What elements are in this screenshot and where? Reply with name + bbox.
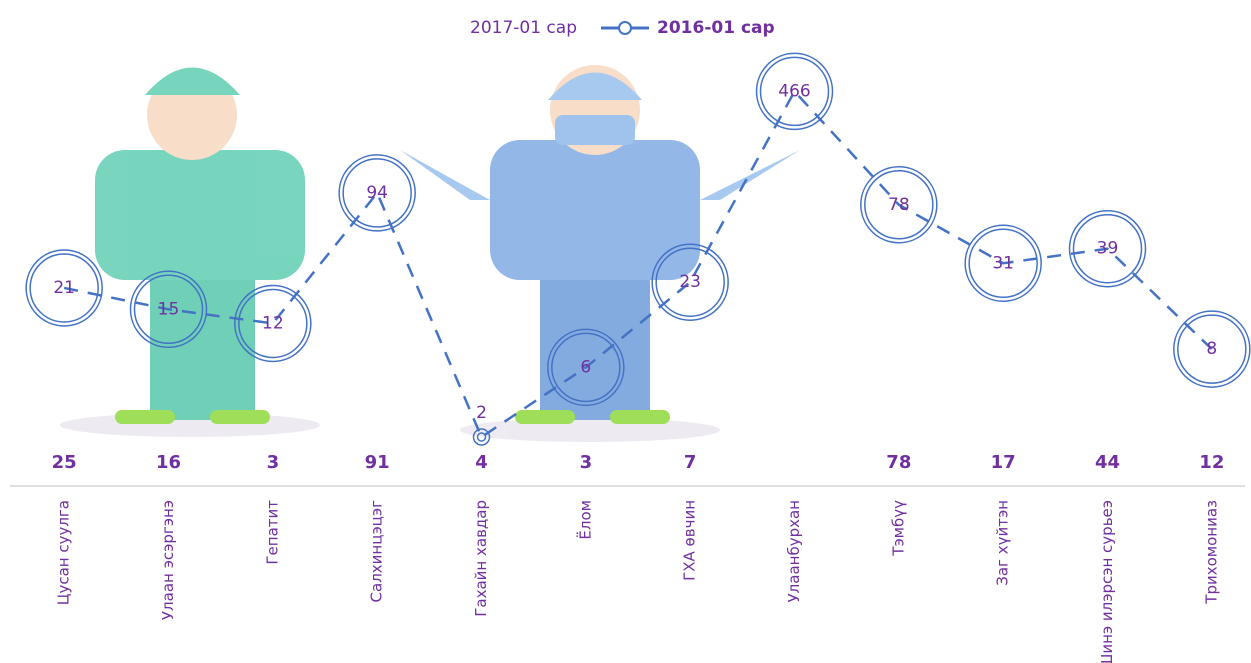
data-label: 6 <box>580 357 591 377</box>
x-tick-label: Ёлом <box>575 500 594 540</box>
data-label: 23 <box>679 272 701 292</box>
value-label: 7 <box>684 452 697 473</box>
value-label: 3 <box>580 452 593 473</box>
data-label: 94 <box>366 183 388 203</box>
legend-marker <box>619 22 631 34</box>
value-label: 44 <box>1095 452 1120 473</box>
legend-label: 2016-01 сар <box>657 18 775 38</box>
chart: Цусан суулга Улаан эсэргэнэ Гепатит Салхинц… <box>0 0 1251 663</box>
x-tick-label: Тэмбүү <box>889 500 907 557</box>
value-label: 25 <box>52 452 77 473</box>
x-tick-label: Улаан эсэргэнэ <box>159 500 177 620</box>
illustration <box>60 65 800 442</box>
data-label: 21 <box>53 278 75 298</box>
x-tick-label: Салхинцэцэг <box>368 500 386 603</box>
legend-label: 2017-01 сар <box>470 18 577 38</box>
data-label: 466 <box>778 81 810 101</box>
value-label: 12 <box>1199 452 1224 473</box>
x-tick-label: Заг хүйтэн <box>994 500 1012 586</box>
data-label: 78 <box>888 195 910 215</box>
value-label: 91 <box>365 452 390 473</box>
value-label: 78 <box>886 452 911 473</box>
x-tick-label: Гепатит <box>263 500 281 565</box>
value-label: 17 <box>991 452 1016 473</box>
data-label: 15 <box>158 299 180 319</box>
x-tick-label: Цусан суулга <box>55 500 73 605</box>
x-tick-label: Шинэ илэрсэн сурьеэ <box>1098 500 1116 663</box>
x-tick-label: Улаанбурхан <box>785 500 803 602</box>
x-tick-label: ГХА өвчин <box>681 500 699 581</box>
value-label: 3 <box>267 452 280 473</box>
data-label: 31 <box>992 253 1014 273</box>
value-label: 4 <box>475 452 488 473</box>
data-label: 39 <box>1097 239 1119 259</box>
data-label: 2 <box>476 403 487 423</box>
data-label: 8 <box>1206 339 1217 359</box>
x-tick-label: Трихомониаз <box>1202 500 1220 605</box>
data-label: 12 <box>262 313 284 333</box>
x-tick-label: Гахайн хавдар <box>472 500 490 617</box>
value-label: 16 <box>156 452 181 473</box>
